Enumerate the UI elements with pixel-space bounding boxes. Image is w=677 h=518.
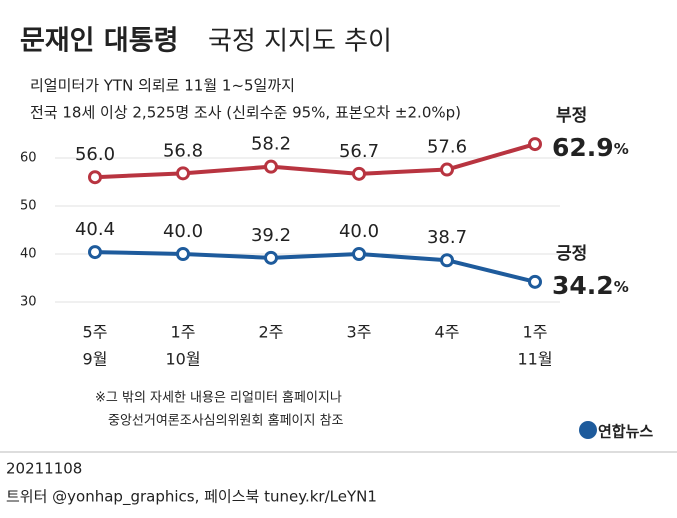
point <box>528 274 542 289</box>
series-line <box>94 142 536 180</box>
credit: 트위터 @yonhap_graphics, 페이스북 tuney.kr/LeYN… <box>6 488 377 507</box>
x-tick-label: 10월 <box>165 350 200 369</box>
value-label: 56.8 <box>163 140 203 161</box>
x-tick-label: 2주 <box>259 323 284 342</box>
x-tick-label: 3주 <box>347 323 372 342</box>
y-tick-label: 30 <box>20 295 37 310</box>
value-label: 40.0 <box>339 221 379 242</box>
value-label: 34.2% <box>552 271 629 300</box>
footnote: ※그 밖의 자세한 내용은 리얼미터 홈페이지나 <box>95 391 342 406</box>
point <box>440 253 454 268</box>
value-label: 40.0 <box>163 221 203 242</box>
y-tick-label: 50 <box>20 199 37 214</box>
x-tick-label: 1주 <box>171 323 196 342</box>
point <box>352 247 366 261</box>
point <box>264 250 278 265</box>
background <box>0 0 677 452</box>
series-line <box>94 250 536 284</box>
value-label: 57.6 <box>427 137 467 158</box>
x-tick-label: 1주 <box>523 323 548 342</box>
x-tick-label: 11월 <box>517 350 552 369</box>
value-label: 62.9% <box>552 133 629 162</box>
y-tick-label: 40 <box>20 247 37 262</box>
point <box>88 170 102 185</box>
value-label: 56.0 <box>75 144 115 165</box>
source-logo: 연합뉴스 <box>598 423 653 441</box>
value-label: 39.2 <box>251 225 291 246</box>
point <box>88 245 102 260</box>
point <box>264 159 278 174</box>
y-tick-label: 60 <box>20 151 37 166</box>
legend-label: 부정 <box>556 106 587 126</box>
value-label: 58.2 <box>251 134 291 155</box>
logo-icon <box>579 421 597 439</box>
value-label: 56.7 <box>339 141 379 162</box>
point <box>176 247 190 261</box>
subtitle: 리얼미터가 YTN 의뢰로 11월 1~5일까지 <box>30 77 295 95</box>
value-label: 38.7 <box>427 227 467 248</box>
legend-label: 긍정 <box>556 244 587 264</box>
date: 20211108 <box>6 460 82 478</box>
x-tick-label: 4주 <box>435 323 460 342</box>
chart-title-suffix: 국정 지지도 추이 <box>208 27 392 57</box>
point <box>440 162 454 177</box>
point <box>528 137 542 152</box>
x-tick-label: 9월 <box>83 350 108 369</box>
point <box>176 166 190 181</box>
x-tick-label: 5주 <box>83 323 108 342</box>
subtitle: 전국 18세 이상 2,525명 조사 (신뢰수준 95%, 표본오차 ±2.0… <box>30 104 461 122</box>
point <box>352 166 366 181</box>
value-label: 40.4 <box>75 219 115 240</box>
footnote: 중앙선거여론조사심의위원회 홈페이지 참조 <box>108 414 344 429</box>
chart-title: 문재인 대통령 <box>20 26 178 57</box>
